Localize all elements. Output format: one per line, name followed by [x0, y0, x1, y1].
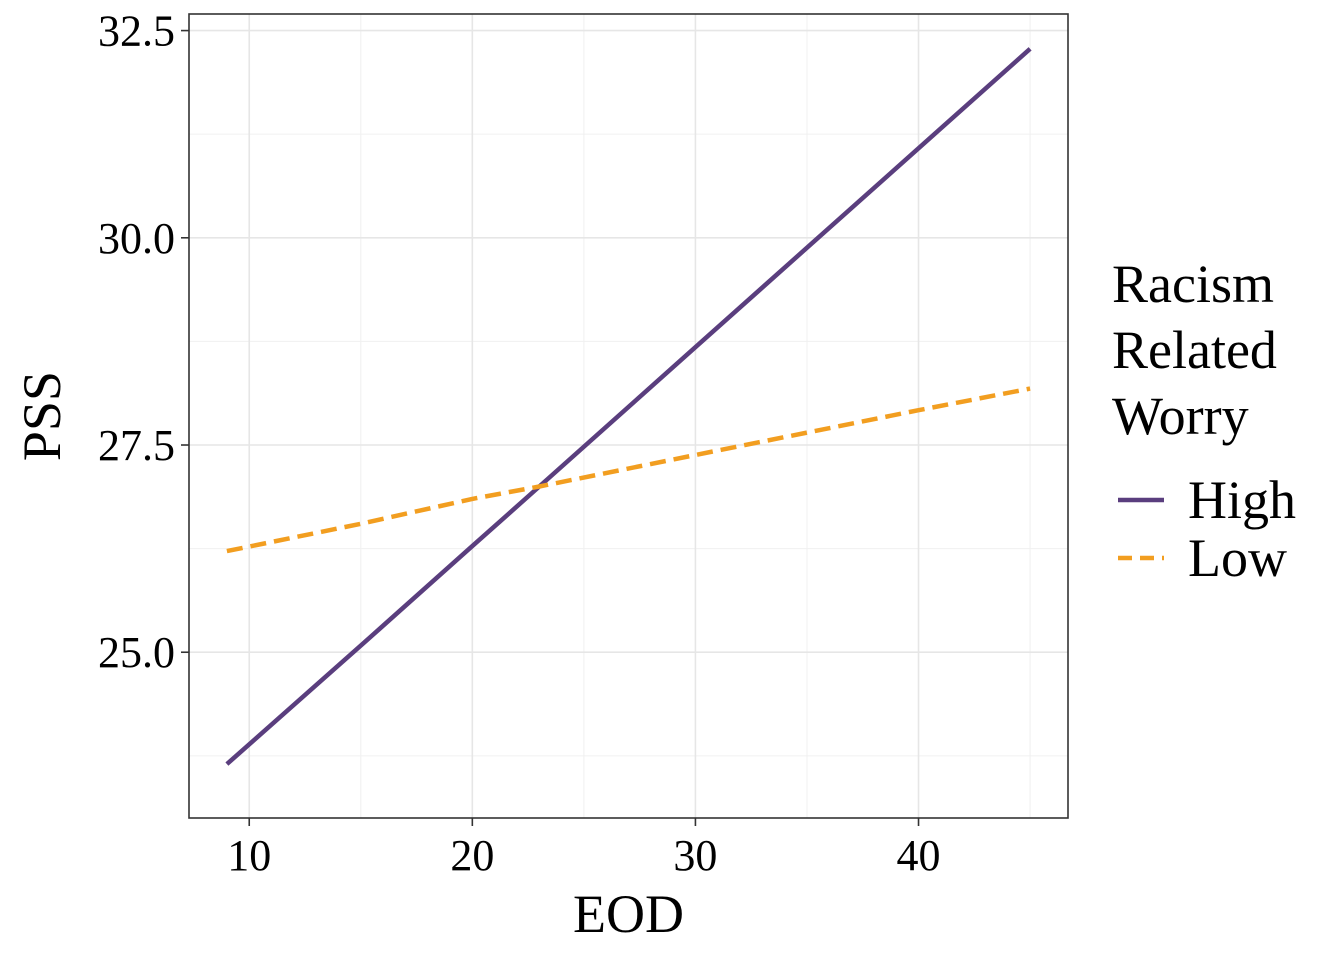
y-tick-label: 30.0: [98, 214, 175, 263]
series-line-high: [225, 47, 1032, 766]
legend-label-high: High: [1188, 470, 1296, 530]
axis-ticks: [181, 29, 920, 826]
series-lines: [225, 47, 1032, 766]
y-axis-title: PSS: [12, 371, 72, 461]
series-line-low: [226, 386, 1031, 554]
x-tick-label: 10: [227, 831, 271, 880]
x-tick-label: 30: [673, 831, 717, 880]
axis-tick-labels: 10 20 30 40 25.0 27.5 30.0 32.5: [98, 7, 941, 880]
y-tick-label: 25.0: [98, 628, 175, 677]
legend-title-line: Related: [1112, 320, 1277, 380]
y-tick-label: 27.5: [98, 421, 175, 470]
plot-panel-border: [188, 13, 1069, 819]
legend-title-line: Worry: [1112, 386, 1249, 446]
legend: Racism Related Worry High Low: [1112, 254, 1296, 588]
x-axis-title: EOD: [573, 884, 684, 944]
legend-label-low: Low: [1188, 528, 1287, 588]
legend-title-line: Racism: [1112, 254, 1274, 314]
y-tick-label: 32.5: [98, 7, 175, 56]
x-tick-label: 20: [450, 831, 494, 880]
x-tick-label: 40: [897, 831, 941, 880]
